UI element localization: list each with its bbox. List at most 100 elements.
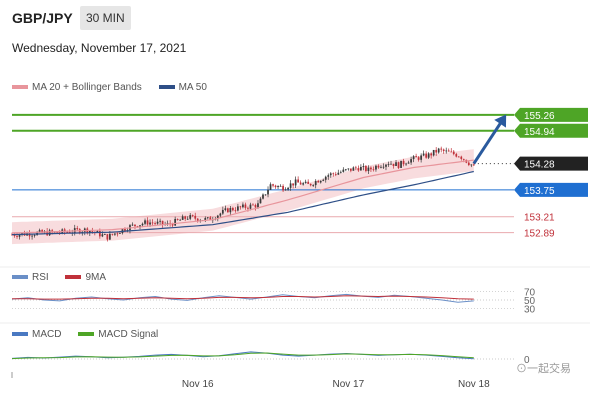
rsi-series-0 (11, 293, 474, 303)
candle-body-139 (360, 166, 362, 171)
candle-body-22 (66, 231, 69, 233)
candle-body-115 (299, 182, 302, 185)
candle-body-94 (247, 207, 249, 209)
candle-body-164 (422, 153, 425, 156)
level-label-153.21: 153.21 (524, 213, 555, 224)
candle-body-129 (334, 173, 337, 175)
candle-body-182 (467, 162, 470, 165)
candle-body-113 (294, 179, 297, 186)
candle-body-154 (397, 162, 400, 168)
candle-body-155 (400, 160, 402, 168)
candle-body-52 (141, 223, 144, 226)
legend-macd-label: MACD (32, 329, 62, 340)
macd-legend: MACD MACD Signal (12, 329, 172, 340)
rsi-tick-70: 70 (524, 287, 536, 298)
candle-body-184 (472, 164, 475, 166)
candle-body-166 (427, 153, 430, 158)
currency-pair-title: GBP/JPY (12, 10, 73, 26)
candle-body-126 (327, 175, 330, 177)
candle-body-54 (146, 220, 149, 225)
candle-body-77 (204, 217, 207, 221)
legend-ma20-swatch (12, 85, 28, 90)
candle-body-111 (289, 183, 292, 188)
candle-body-116 (302, 183, 305, 185)
candle-body-43 (119, 233, 121, 234)
level-label-155.26: 155.26 (524, 111, 555, 122)
legend-rsi: RSI (12, 272, 49, 283)
legend-ma50-swatch (158, 85, 175, 90)
candle-body-97 (254, 204, 257, 208)
candle-body-74 (196, 218, 199, 221)
candle-body-171 (440, 148, 443, 150)
candle-body-65 (174, 218, 177, 226)
candle-body-142 (367, 167, 370, 172)
candle-body-71 (189, 215, 192, 219)
candle-body-40 (111, 233, 114, 235)
candle-body-161 (415, 156, 417, 158)
candle-body-119 (309, 183, 312, 186)
legend-rsi9ma-swatch (65, 275, 82, 280)
macd-tick-0: 0 (524, 355, 530, 366)
candle-body-79 (209, 217, 212, 221)
candle-body-23 (68, 231, 71, 233)
candle-body-172 (442, 149, 445, 152)
candle-body-99 (259, 198, 262, 204)
rsi-series-1 (12, 295, 474, 300)
legend-macd: MACD (12, 329, 61, 340)
candle-body-26 (76, 228, 79, 230)
candle-body-140 (362, 166, 365, 167)
candle-body-39 (109, 233, 111, 240)
candle-body-83 (219, 213, 222, 216)
legend-rsi9ma: 9MA (65, 272, 106, 283)
candle-body-2 (16, 235, 18, 237)
candle-body-137 (354, 167, 357, 169)
candle-body-176 (452, 151, 455, 155)
level-label-154.94: 154.94 (524, 127, 555, 138)
candle-body-178 (457, 156, 460, 158)
legend-macd-swatch (12, 332, 28, 337)
candle-body-91 (239, 206, 242, 208)
candle-body-175 (450, 151, 453, 153)
candle-body-98 (257, 203, 259, 208)
candle-body-158 (407, 162, 410, 164)
candle-body-84 (221, 209, 224, 214)
candle-body-102 (267, 189, 269, 195)
candle-body-106 (277, 186, 279, 188)
candle-body-144 (372, 169, 375, 171)
level-tag-154.28 (514, 156, 588, 171)
candle-body-145 (375, 165, 377, 170)
legend-rsi9ma-label: 9MA (85, 272, 107, 283)
candle-body-127 (329, 173, 332, 176)
candle-body-100 (262, 194, 264, 199)
candle-body-118 (307, 181, 310, 184)
candle-body-132 (342, 169, 345, 172)
candle-body-146 (377, 165, 380, 168)
candle-body-165 (425, 153, 428, 158)
candle-body-37 (103, 234, 106, 235)
candle-body-141 (365, 166, 367, 172)
legend-ma50: MA 50 (158, 82, 207, 93)
level-label-154.28: 154.28 (524, 160, 555, 171)
candle-body-15 (48, 230, 51, 236)
candle-body-72 (191, 215, 194, 216)
candle-body-169 (435, 149, 438, 153)
candle-body-136 (352, 167, 355, 171)
candle-body-34 (96, 231, 99, 233)
rsi-tick-50: 50 (524, 296, 536, 307)
level-tag-155.26 (514, 107, 588, 122)
candle-body-45 (124, 228, 126, 231)
candle-body-121 (314, 181, 317, 186)
candle-body-78 (206, 217, 209, 219)
candle-body-153 (395, 162, 397, 167)
candle-body-183 (470, 164, 473, 166)
timeframe-badge[interactable]: 30 MIN (80, 6, 131, 30)
candle-body-87 (229, 208, 232, 213)
candle-body-12 (41, 230, 43, 233)
candle-body-60 (161, 220, 164, 225)
candle-body-90 (237, 206, 239, 211)
candle-body-95 (249, 204, 252, 209)
ma20-line (11, 159, 474, 234)
target-arrow-shaft (472, 117, 506, 165)
candle-body-41 (114, 233, 116, 235)
